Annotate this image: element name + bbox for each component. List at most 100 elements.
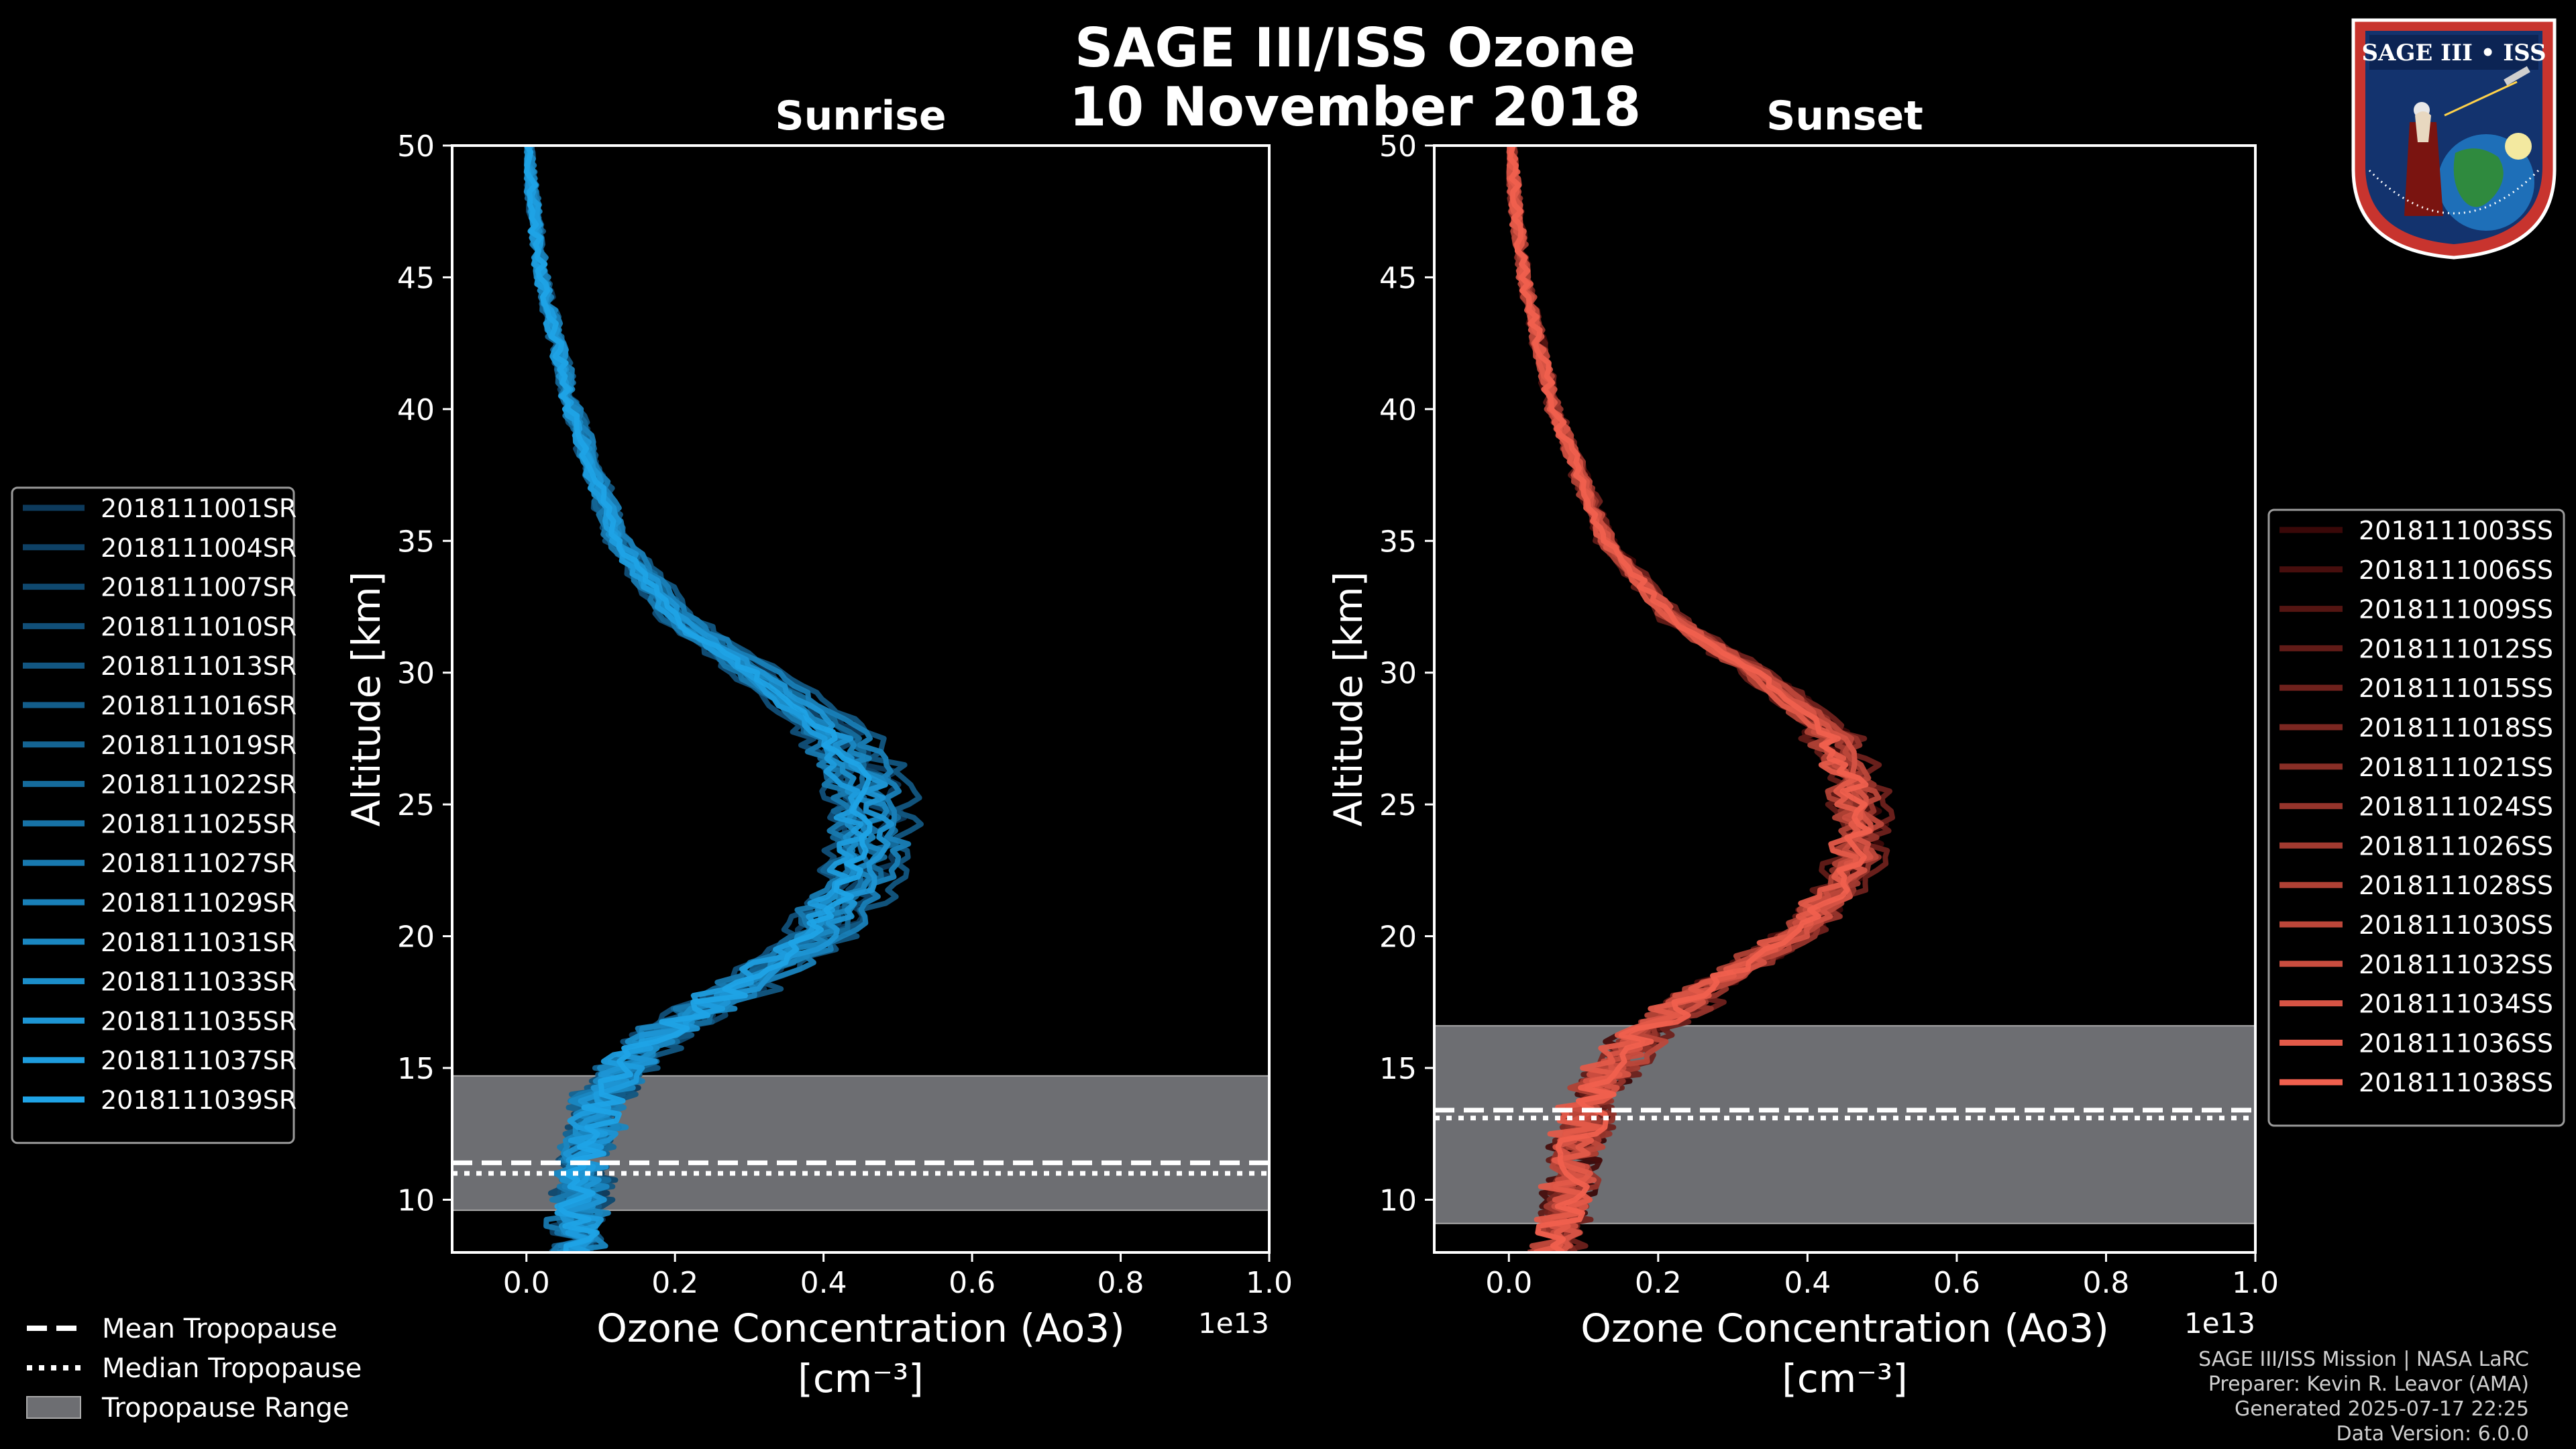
- x-offset-label: 1e13: [1198, 1307, 1269, 1340]
- legend-label: 2018111028SS: [2359, 871, 2553, 900]
- credits-data-version: Data Version: 6.0.0: [2336, 1422, 2529, 1446]
- y-tick-label: 10: [397, 1183, 435, 1218]
- chart-panel-sunrise: 0.0 0.2 0.4 0.6 0.8 1.0 10 15 20 25 30 35 40 45 50 1e13…: [343, 93, 1293, 1401]
- x-axis-label: Ozone Concentration (Ao3): [1580, 1305, 2109, 1351]
- panel-title: Sunset: [1766, 93, 1923, 140]
- tropopause-legend: Mean Tropopause Median Tropopause Tropopau…: [26, 1313, 362, 1424]
- plot-frame: [451, 144, 1271, 1254]
- legend-label: 2018111030SS: [2359, 910, 2553, 940]
- tropopause-legend-label: Median Tropopause: [102, 1353, 362, 1384]
- y-tick-label: 30: [1379, 657, 1417, 691]
- credits-preparer: Preparer: Kevin R. Leavor (AMA): [2208, 1373, 2529, 1396]
- legend-label: 2018111007SR: [101, 573, 297, 602]
- x-tick-label: 1.0: [2232, 1266, 2279, 1300]
- profile-lines: [523, 146, 924, 1252]
- y-tick-label: 50: [1379, 129, 1417, 164]
- credits-generated: Generated 2025-07-17 22:25: [2234, 1397, 2529, 1421]
- y-tick-label: 40: [397, 393, 435, 427]
- y-tick-label: 10: [1379, 1183, 1417, 1218]
- legend-label: 2018111022SR: [101, 770, 297, 800]
- legend-label: 2018111038SS: [2359, 1068, 2553, 1097]
- legend-label: 2018111029SR: [101, 888, 297, 918]
- y-axis-label: Altitude [km]: [1326, 572, 1371, 826]
- series-legend-sunrise: 2018111001SR 2018111004SR 2018111007SR 2018…: [11, 486, 297, 1144]
- x-offset-label: 1e13: [2184, 1307, 2255, 1340]
- y-tick-label: 45: [1379, 261, 1417, 295]
- credits-block: SAGE III/ISS Mission | NASA LaRC Prepare…: [2198, 1347, 2529, 1446]
- y-tick-label: 35: [1379, 525, 1417, 559]
- badge-text: SAGE III • ISS: [2361, 40, 2546, 66]
- x-axis-label: Ozone Concentration (Ao3): [596, 1305, 1125, 1351]
- series-legend-sunset: 2018111003SS 2018111006SS 2018111009SS 2018…: [2267, 508, 2565, 1127]
- x-tick-label: 0.2: [1635, 1266, 1682, 1300]
- y-tick-label: 15: [397, 1052, 435, 1086]
- legend-label: 2018111018SS: [2359, 713, 2553, 743]
- y-tick-label: 45: [397, 261, 435, 295]
- x-tick-label: 1.0: [1246, 1266, 1293, 1300]
- legend-label: 2018111001SR: [101, 494, 297, 523]
- y-tick-label: 20: [397, 920, 435, 955]
- legend-label: 2018111016SR: [101, 691, 297, 720]
- y-tick-label: 30: [397, 657, 435, 691]
- legend-label: 2018111004SR: [101, 533, 297, 563]
- y-tick-label: 35: [397, 525, 435, 559]
- tropopause-range-swatch: [26, 1396, 81, 1419]
- legend-label: 2018111026SS: [2359, 831, 2553, 861]
- legend-label: 2018111010SR: [101, 612, 297, 641]
- legend-label: 2018111033SR: [101, 967, 297, 997]
- profile-2018111038SS: [1507, 146, 1872, 1252]
- x-axis-unit: [cm⁻³]: [798, 1356, 924, 1401]
- x-tick-label: 0.8: [1097, 1266, 1144, 1300]
- x-tick-label: 0.8: [2082, 1266, 2129, 1300]
- plot-area: [452, 146, 1269, 1252]
- x-axis-unit: [cm⁻³]: [1782, 1356, 1908, 1401]
- legend-label: 2018111031SR: [101, 928, 297, 957]
- y-axis-label: Altitude [km]: [343, 572, 389, 826]
- x-tick-label: 0.4: [1784, 1266, 1831, 1300]
- plot-frame: [1433, 144, 2257, 1254]
- profile-2018111036SS: [1507, 146, 1864, 1252]
- y-tick-label: 25: [1379, 788, 1417, 822]
- legend-label: 2018111021SS: [2359, 753, 2553, 782]
- x-tick-label: 0.0: [1485, 1266, 1532, 1300]
- y-tick-label: 20: [1379, 920, 1417, 955]
- legend-label: 2018111025SR: [101, 809, 297, 839]
- x-tick-label: 0.6: [949, 1266, 996, 1300]
- x-tick-label: 0.2: [651, 1266, 698, 1300]
- legend-label: 2018111012SS: [2359, 634, 2553, 663]
- legend-label: 2018111024SS: [2359, 792, 2553, 822]
- y-tick-label: 15: [1379, 1052, 1417, 1086]
- x-tick-label: 0.4: [800, 1266, 847, 1300]
- legend-label: 2018111019SR: [101, 731, 297, 760]
- profile-2018111037SR: [524, 146, 867, 1252]
- tropopause-legend-label: Mean Tropopause: [102, 1313, 337, 1344]
- legend-label: 2018111037SR: [101, 1046, 297, 1075]
- legend-label: 2018111035SR: [101, 1006, 297, 1036]
- profile-2018111035SR: [523, 146, 895, 1252]
- y-tick-label: 50: [397, 129, 435, 164]
- legend-frame: [2267, 508, 2565, 1127]
- legend-label: 2018111006SS: [2359, 555, 2553, 585]
- chart-panel-sunset: 0.0 0.2 0.4 0.6 0.8 1.0 10 15 20 25 30 35 40 45 50 1e13…: [1326, 93, 2279, 1401]
- x-tick-label: 0.6: [1933, 1266, 1980, 1300]
- panel-title: Sunrise: [775, 93, 946, 140]
- x-tick-label: 0.0: [503, 1266, 550, 1300]
- figure-title: SAGE III/ISS Ozone 10 November 2018: [885, 19, 1825, 137]
- y-tick-label: 25: [397, 788, 435, 822]
- sage-mission-badge-icon: SAGE III • ISS: [2351, 18, 2557, 260]
- credits-mission: SAGE III/ISS Mission | NASA LaRC: [2198, 1348, 2529, 1371]
- legend-label: 2018111039SR: [101, 1085, 297, 1115]
- legend-label: 2018111036SS: [2359, 1028, 2553, 1058]
- figure-title-line2: 10 November 2018: [1069, 76, 1642, 138]
- figure-title-line1: SAGE III/ISS Ozone: [1074, 17, 1636, 79]
- legend-label: 2018111015SS: [2359, 674, 2553, 703]
- legend-label: 2018111009SS: [2359, 595, 2553, 625]
- legend-label: 2018111003SS: [2359, 516, 2553, 545]
- legend-label: 2018111013SR: [101, 651, 297, 681]
- profile-lines: [1506, 146, 1895, 1252]
- profile-2018111039SR: [523, 146, 873, 1252]
- legend-label: 2018111027SR: [101, 849, 297, 878]
- legend-label: 2018111032SS: [2359, 950, 2553, 979]
- y-tick-label: 40: [1379, 393, 1417, 427]
